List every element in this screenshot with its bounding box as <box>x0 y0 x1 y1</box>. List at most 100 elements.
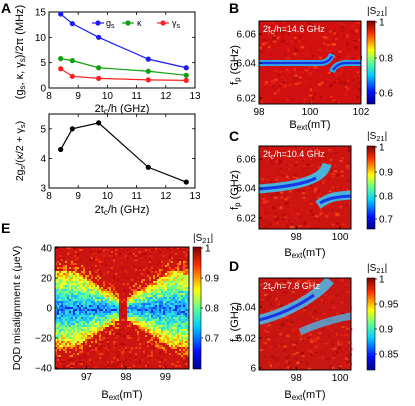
band-pixel <box>71 309 73 311</box>
band-pixel <box>97 313 99 315</box>
noise-pixel <box>59 349 61 351</box>
noise-pixel <box>79 361 81 363</box>
noise-pixel <box>279 71 282 74</box>
noise-pixel <box>304 96 307 99</box>
band-pixel <box>61 329 63 331</box>
noise-pixel <box>141 261 143 263</box>
noise-pixel <box>155 359 157 361</box>
colorbar-e-label: |S21| <box>193 233 213 245</box>
noise-pixel <box>97 263 99 265</box>
band-pixel <box>65 333 67 335</box>
noise-pixel <box>103 255 105 257</box>
band-pixel <box>161 307 163 309</box>
noise-pixel <box>346 43 349 46</box>
noise-pixel <box>347 332 352 336</box>
band-pixel <box>89 319 91 321</box>
noise-pixel <box>274 78 278 81</box>
noise-pixel <box>123 289 125 291</box>
band-pixel <box>103 325 105 327</box>
noise-pixel <box>334 152 339 155</box>
band-pixel <box>127 319 129 321</box>
band-pixel <box>167 333 169 335</box>
noise-pixel <box>284 198 288 201</box>
noise-pixel <box>89 279 91 281</box>
band-pixel <box>169 281 171 283</box>
noise-pixel <box>272 324 277 327</box>
x-tick-label: 97 <box>81 372 93 383</box>
band-pixel <box>175 313 177 315</box>
noise-pixel <box>290 25 294 28</box>
band-pixel <box>155 301 157 303</box>
band-pixel <box>89 305 91 307</box>
band-pixel <box>143 297 145 299</box>
band-pixel <box>139 293 141 295</box>
band-pixel <box>181 277 183 279</box>
band-pixel <box>137 319 139 321</box>
band-pixel <box>175 317 177 319</box>
noise-pixel <box>135 357 137 359</box>
band-pixel <box>81 293 83 295</box>
band-pixel <box>89 327 91 329</box>
band-pixel <box>95 333 97 335</box>
noise-pixel <box>340 278 344 282</box>
noise-pixel <box>345 357 349 360</box>
band-pixel <box>75 337 77 339</box>
noise-pixel <box>289 204 293 207</box>
band-pixel <box>113 309 115 311</box>
noise-pixel <box>288 148 292 151</box>
band-pixel <box>89 281 91 283</box>
noise-pixel <box>328 367 332 370</box>
band-pixel <box>67 313 69 315</box>
band-pixel <box>157 333 159 335</box>
heatmap-c-xlabel: Bext(mT) <box>284 247 325 260</box>
band-pixel <box>69 345 71 347</box>
noise-pixel <box>97 269 99 271</box>
band-pixel <box>169 319 171 321</box>
band-pixel <box>63 289 65 291</box>
band-pixel <box>55 301 57 303</box>
noise-pixel <box>279 40 283 43</box>
noise-pixel <box>173 347 175 349</box>
noise-pixel <box>314 345 319 349</box>
band-pixel <box>95 291 97 293</box>
noise-pixel <box>119 361 121 363</box>
heatmap-b-ylabel: fp (GHz) <box>229 45 242 85</box>
noise-pixel <box>131 279 133 281</box>
band-pixel <box>157 323 159 325</box>
band-pixel <box>55 283 57 285</box>
band-pixel <box>61 273 63 275</box>
panel-letter-d: D <box>229 258 239 274</box>
band-pixel <box>161 277 163 279</box>
noise-pixel <box>123 323 125 325</box>
band-pixel <box>179 285 181 287</box>
noise-pixel <box>111 335 113 337</box>
band-pixel <box>181 315 183 317</box>
noise-pixel <box>185 255 187 257</box>
noise-pixel <box>119 305 121 307</box>
noise-pixel <box>179 255 181 257</box>
band-pixel <box>165 319 167 321</box>
noise-pixel <box>95 265 97 267</box>
band-pixel <box>149 331 151 333</box>
noise-pixel <box>303 337 306 340</box>
band-pixel <box>161 305 163 307</box>
noise-pixel <box>125 347 127 349</box>
band-pixel <box>161 309 163 311</box>
band-pixel <box>167 339 169 341</box>
band-pixel <box>163 319 165 321</box>
band-pixel <box>65 289 67 291</box>
noise-pixel <box>275 282 279 285</box>
band-pixel <box>67 273 69 275</box>
band-pixel <box>61 285 63 287</box>
band-pixel <box>69 321 71 323</box>
noise-pixel <box>139 257 141 259</box>
band-pixel <box>161 327 163 329</box>
band-pixel <box>139 323 141 325</box>
noise-pixel <box>344 364 347 367</box>
band-pixel <box>149 285 151 287</box>
noise-pixel <box>145 249 147 251</box>
noise-pixel <box>123 349 125 351</box>
band-pixel <box>101 307 103 309</box>
noise-pixel <box>119 309 121 311</box>
noise-pixel <box>297 281 300 284</box>
